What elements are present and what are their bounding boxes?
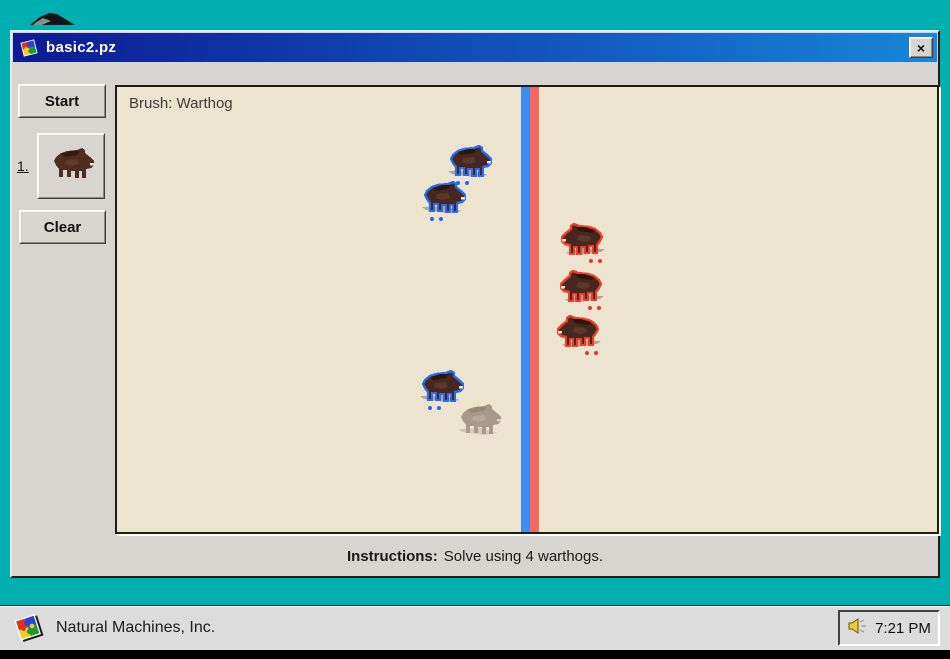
puzzle-window: basic2.pz × Start 1. Clear Brush: Wartho… [10, 30, 940, 578]
selection-dots [456, 181, 469, 185]
taskbar-app-label: Natural Machines, Inc. [56, 619, 216, 636]
warthog-sprite-red[interactable] [557, 314, 605, 358]
puzzle-canvas[interactable]: Brush: Warthog [115, 85, 939, 534]
selection-dots [589, 259, 602, 263]
system-tray[interactable]: 7:21 PM [838, 610, 940, 646]
warthog-sprite-blue[interactable] [418, 180, 466, 224]
puzzle-app-icon [19, 38, 39, 58]
close-button[interactable]: × [909, 37, 933, 58]
warthog-sprite-blue[interactable] [416, 369, 464, 413]
divider-blue-stripe [521, 87, 530, 532]
window-title: basic2.pz [46, 39, 117, 56]
warthog-sprite-red[interactable] [561, 222, 609, 266]
screen-bottom-edge [0, 650, 950, 659]
puzzle-app-icon-large [12, 611, 46, 645]
taskbar: Natural Machines, Inc. 7:21 PM [0, 605, 950, 650]
warthog-sprite-ghost[interactable] [454, 402, 502, 446]
brush-status-label: Brush: Warthog [129, 95, 233, 112]
selection-dots [430, 217, 443, 221]
clear-button[interactable]: Clear [19, 210, 106, 244]
start-button[interactable]: Start [18, 84, 106, 118]
divider-red-stripe [530, 87, 539, 532]
warthog-brush-icon [47, 146, 95, 187]
titlebar[interactable]: basic2.pz × [13, 33, 937, 62]
speaker-icon [847, 617, 869, 640]
selection-dots [585, 351, 598, 355]
selection-dots [588, 306, 601, 310]
instructions-bar: Instructions: Solve using 4 warthogs. [12, 540, 938, 572]
taskbar-app-button[interactable]: Natural Machines, Inc. [12, 611, 215, 645]
brush-slot-number: 1. [17, 158, 29, 174]
instructions-label: Instructions: [346, 547, 438, 565]
warthog-sprite-blue[interactable] [444, 144, 492, 188]
clock: 7:21 PM [875, 619, 931, 637]
desktop-artifact [30, 12, 76, 26]
instructions-text: Solve using 4 warthogs. [443, 547, 604, 565]
warthog-brush-button[interactable] [37, 133, 105, 199]
team-divider-line [521, 87, 539, 532]
selection-dots [428, 406, 441, 410]
warthog-sprite-red[interactable] [560, 269, 608, 313]
